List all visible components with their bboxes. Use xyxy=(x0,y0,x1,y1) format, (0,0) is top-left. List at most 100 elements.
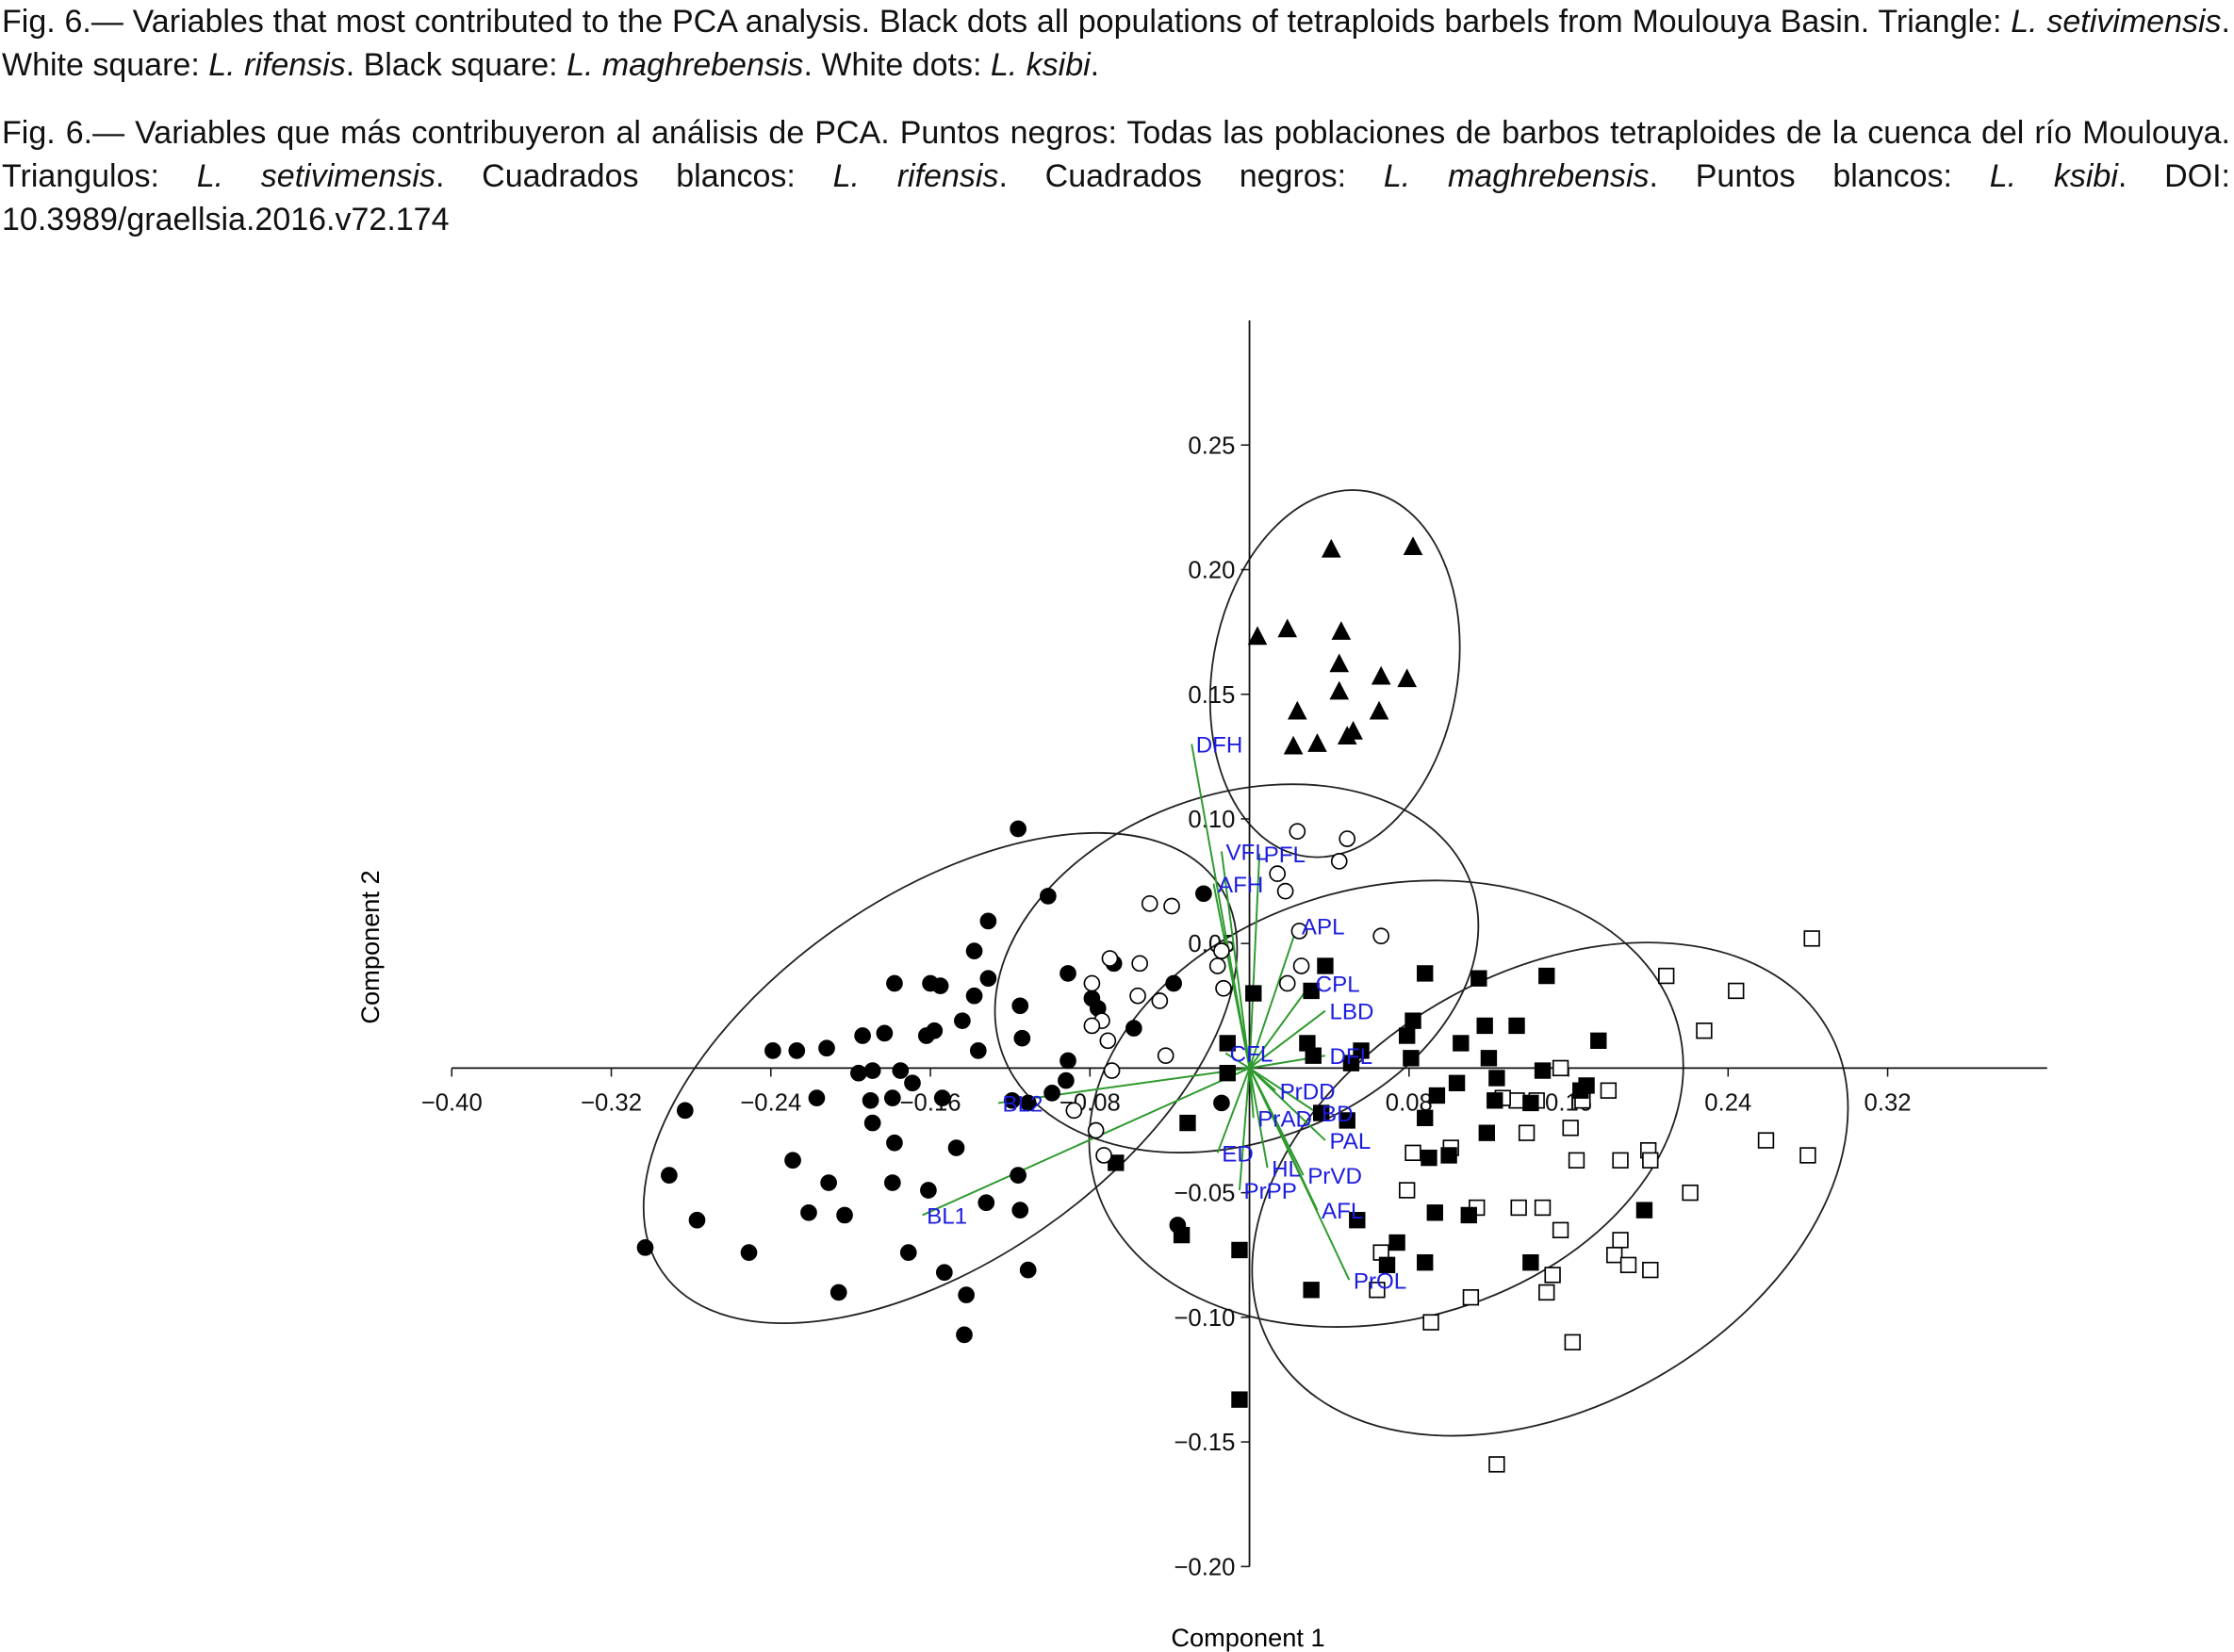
loading-label: PrAD xyxy=(1257,1106,1312,1132)
caption-text: Fig. 6.— Variables that most contributed… xyxy=(2,4,2012,40)
y-axis-title: Component 2 xyxy=(355,870,385,1023)
point xyxy=(1403,1050,1420,1067)
point xyxy=(820,1174,837,1191)
point xyxy=(1213,1094,1230,1112)
caption-text: . DOI: 10.3989/graellsia.2016.v72.174 xyxy=(2,158,2230,237)
loading-label: DFL xyxy=(1329,1044,1372,1070)
point xyxy=(917,1027,935,1044)
point xyxy=(892,1062,910,1079)
point xyxy=(800,1203,817,1221)
point xyxy=(1060,1052,1076,1070)
point xyxy=(1522,1253,1539,1271)
point xyxy=(788,1042,806,1059)
point xyxy=(1619,1256,1637,1274)
y-tick-label: 0.25 xyxy=(1188,433,1235,459)
point xyxy=(1060,965,1076,982)
point xyxy=(1131,955,1149,973)
point xyxy=(1317,957,1334,974)
point xyxy=(965,942,983,959)
point xyxy=(1195,885,1212,903)
loading-label: VFL xyxy=(1225,840,1267,865)
point xyxy=(863,1114,881,1132)
point xyxy=(1101,950,1119,967)
point xyxy=(1290,923,1308,940)
loading-vector xyxy=(1248,1009,1326,1070)
point xyxy=(1612,1152,1629,1169)
caption-text: . White dots: xyxy=(803,47,991,83)
point xyxy=(1342,1055,1360,1071)
loading-vector xyxy=(997,1067,1250,1104)
point xyxy=(947,1139,965,1156)
point xyxy=(1510,1199,1527,1217)
x-axis-title: Component 1 xyxy=(1171,1623,1324,1652)
species-name: L. maghrebensis xyxy=(567,47,804,83)
point xyxy=(740,1244,758,1261)
ellipse xyxy=(1088,879,1684,1328)
point xyxy=(1040,888,1057,905)
loading-label: HL xyxy=(1272,1156,1301,1182)
point xyxy=(1696,1022,1713,1039)
point xyxy=(1803,930,1820,947)
point xyxy=(969,1042,987,1059)
loading-label: ED xyxy=(1222,1141,1254,1167)
loading-vector xyxy=(1224,1052,1251,1070)
point xyxy=(818,1039,835,1057)
point xyxy=(1398,1027,1416,1044)
point xyxy=(1163,897,1180,915)
loading-vector xyxy=(1212,883,1251,1069)
point xyxy=(886,974,903,992)
loading-label: PAL xyxy=(1329,1129,1371,1154)
point xyxy=(1010,1167,1027,1184)
point xyxy=(1269,865,1287,882)
point xyxy=(1103,1062,1121,1079)
point xyxy=(1552,1059,1569,1077)
y-tick-label: −0.05 xyxy=(1174,1181,1235,1207)
loading-label: BD xyxy=(1322,1102,1354,1127)
point xyxy=(1349,1212,1366,1229)
point xyxy=(1219,1035,1236,1052)
point xyxy=(1658,967,1675,985)
point xyxy=(1562,1120,1579,1137)
point xyxy=(899,1244,917,1261)
point xyxy=(1019,1261,1037,1279)
loading-label: PrVD xyxy=(1307,1164,1362,1189)
loading-vector xyxy=(1248,1067,1351,1281)
point xyxy=(1522,1094,1539,1112)
point xyxy=(863,1062,881,1079)
point xyxy=(1404,1144,1421,1162)
point xyxy=(1276,882,1294,900)
species-name: L. ksibi xyxy=(1989,158,2118,194)
point xyxy=(1305,1047,1322,1064)
point xyxy=(1476,1017,1493,1035)
point xyxy=(1417,965,1434,982)
point xyxy=(1151,992,1169,1009)
point xyxy=(1003,1091,1021,1109)
species-name: L. rifensis xyxy=(832,158,999,194)
point xyxy=(1508,1092,1525,1109)
point xyxy=(1321,538,1341,558)
loading-label: AFH xyxy=(1218,873,1263,898)
point xyxy=(850,1064,867,1082)
point xyxy=(836,1206,853,1224)
caption-text: . Cuadrados blancos: xyxy=(435,158,833,194)
point xyxy=(1417,1109,1434,1126)
species-name: L. setivimensis xyxy=(196,158,435,194)
loading-label: BL2 xyxy=(1002,1091,1043,1117)
point xyxy=(922,974,939,992)
x-tick-label: −0.32 xyxy=(581,1090,642,1117)
loading-label: CPL xyxy=(1316,973,1360,998)
caption-text: . Puntos blancos: xyxy=(1649,158,1990,194)
loading-vector xyxy=(1248,853,1261,1069)
caption-text: . xyxy=(1090,47,1100,83)
point xyxy=(1488,1456,1505,1473)
loading-label: BL1 xyxy=(927,1204,967,1230)
point xyxy=(1343,720,1363,740)
ellipse xyxy=(1251,941,1849,1437)
y-tick-label: 0.15 xyxy=(1188,682,1235,709)
point xyxy=(1083,1017,1101,1035)
point xyxy=(1564,1333,1581,1351)
point xyxy=(979,912,997,930)
ellipse xyxy=(1208,489,1461,859)
point xyxy=(784,1152,801,1169)
